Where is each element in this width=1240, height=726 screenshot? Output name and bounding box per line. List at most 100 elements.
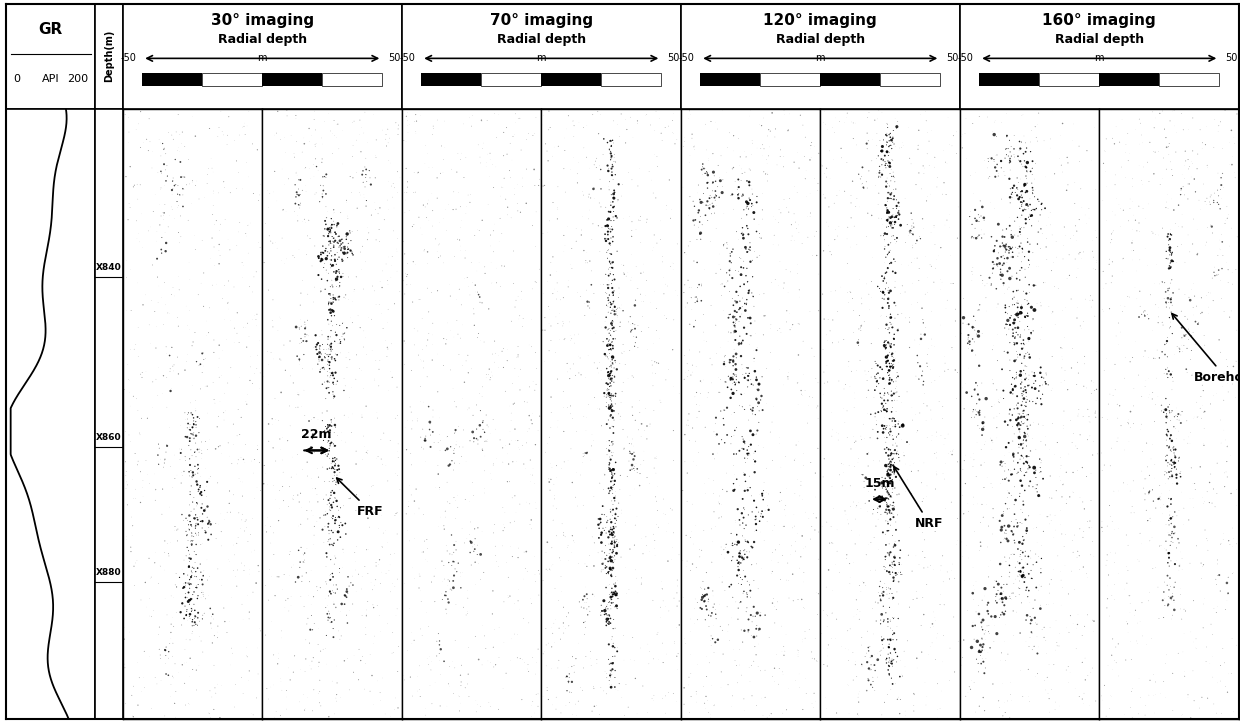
Point	[136, 601, 156, 613]
Point	[882, 211, 901, 222]
Point	[883, 678, 903, 690]
Point	[456, 200, 476, 212]
Point	[1068, 263, 1087, 274]
Point	[239, 219, 259, 231]
Point	[999, 408, 1019, 420]
Point	[123, 493, 143, 505]
Point	[255, 519, 275, 531]
Point	[332, 330, 352, 342]
Point	[202, 637, 222, 649]
Point	[875, 351, 895, 363]
Point	[600, 454, 620, 465]
Point	[155, 454, 175, 466]
Point	[599, 604, 619, 616]
Point	[947, 456, 967, 468]
Point	[789, 594, 808, 605]
Point	[489, 350, 508, 362]
Point	[336, 197, 356, 208]
Point	[883, 562, 903, 574]
Point	[542, 641, 562, 653]
Point	[832, 458, 852, 470]
Point	[733, 636, 753, 648]
Point	[1027, 298, 1047, 309]
Point	[217, 139, 237, 150]
Point	[1029, 261, 1049, 272]
Point	[992, 592, 1012, 604]
Point	[743, 188, 763, 200]
Point	[596, 311, 616, 323]
Point	[388, 641, 408, 653]
Point	[146, 373, 166, 385]
Point	[1197, 640, 1216, 652]
Point	[1180, 438, 1200, 449]
Point	[636, 275, 656, 287]
Point	[326, 118, 346, 130]
Point	[1161, 539, 1180, 551]
Point	[601, 658, 621, 669]
Point	[331, 238, 351, 250]
Point	[526, 378, 546, 390]
Point	[1135, 709, 1154, 721]
Point	[239, 330, 259, 342]
Point	[316, 393, 336, 404]
Point	[745, 514, 765, 526]
Point	[732, 309, 751, 320]
Point	[956, 690, 976, 702]
Point	[914, 168, 934, 179]
Point	[596, 510, 616, 522]
Point	[976, 292, 996, 303]
Point	[1063, 618, 1083, 629]
Point	[706, 189, 725, 200]
Point	[507, 179, 527, 190]
Point	[879, 211, 899, 223]
Point	[1158, 231, 1178, 242]
Point	[133, 372, 153, 383]
Point	[1200, 398, 1220, 409]
Point	[559, 697, 579, 709]
Point	[621, 438, 641, 449]
Point	[818, 639, 838, 650]
Point	[1102, 515, 1122, 527]
Point	[1135, 310, 1154, 322]
Point	[1161, 498, 1180, 510]
Point	[718, 679, 738, 690]
Point	[599, 181, 619, 192]
Point	[743, 137, 763, 149]
Point	[870, 509, 890, 521]
Point	[536, 597, 556, 609]
Point	[342, 408, 362, 420]
Point	[1011, 565, 1030, 576]
Point	[324, 427, 343, 439]
Point	[878, 508, 898, 520]
Point	[1023, 559, 1043, 571]
Point	[746, 513, 766, 525]
Point	[188, 484, 208, 495]
Point	[155, 227, 175, 239]
Point	[1105, 179, 1125, 190]
Point	[735, 372, 755, 383]
Point	[1228, 231, 1240, 242]
Point	[296, 186, 316, 197]
Point	[600, 668, 620, 680]
Point	[882, 374, 901, 386]
Point	[884, 413, 904, 425]
Point	[604, 352, 624, 364]
Point	[739, 229, 759, 240]
Point	[377, 537, 397, 548]
Point	[712, 434, 732, 446]
Point	[789, 650, 808, 662]
Point	[808, 443, 828, 454]
Point	[548, 662, 568, 674]
Point	[326, 281, 346, 293]
Point	[208, 187, 228, 199]
Point	[513, 574, 533, 585]
Point	[599, 220, 619, 232]
Point	[337, 653, 357, 664]
Point	[725, 539, 745, 550]
Point	[553, 617, 573, 629]
Point	[594, 557, 614, 568]
Point	[319, 224, 339, 235]
Point	[283, 492, 303, 504]
Point	[963, 593, 983, 605]
Point	[378, 343, 398, 355]
